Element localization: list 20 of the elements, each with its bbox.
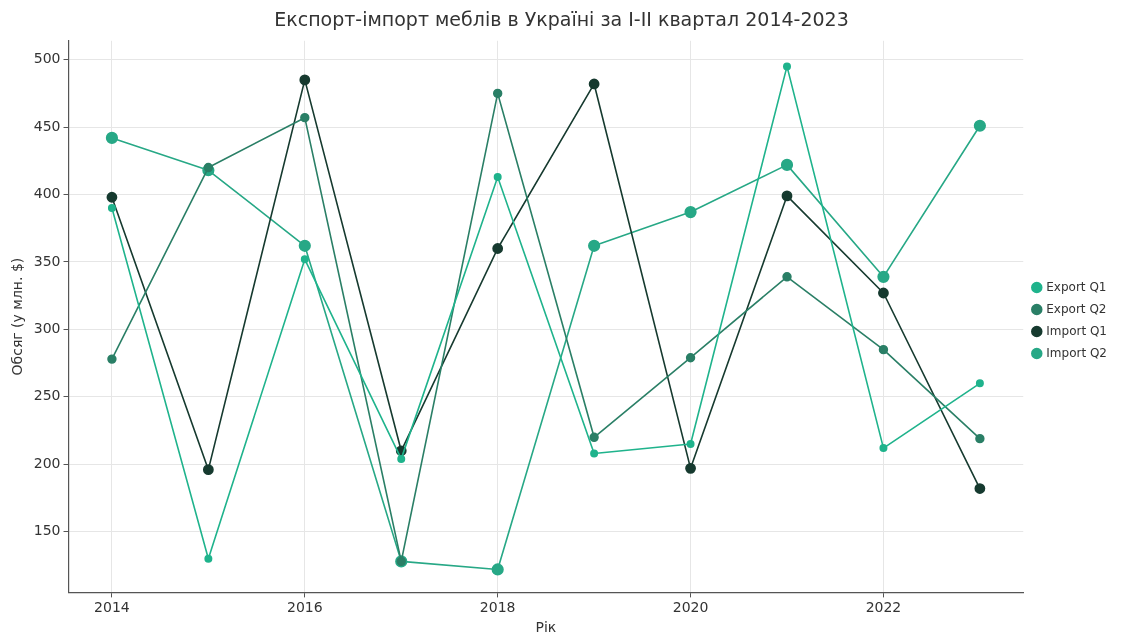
y-tick-label: 250 xyxy=(33,387,61,404)
y-axis-title: Обсяг (у млн. $) xyxy=(9,257,26,376)
y-tick-label: 500 xyxy=(33,50,61,67)
x-tick-label: 2016 xyxy=(286,599,323,616)
y-tick-label: 300 xyxy=(33,320,61,337)
x-axis-title: Рік xyxy=(535,619,557,636)
y-tick-label: 350 xyxy=(33,252,61,269)
x-tick-label: 2020 xyxy=(672,599,709,616)
legend-label: Import Q2 xyxy=(1046,345,1108,360)
y-tick-label: 450 xyxy=(33,117,61,134)
chart-title: Експорт-імпорт меблів в Україні за I-II квартал 2014-2023 xyxy=(274,8,849,31)
legend-label: Import Q1 xyxy=(1046,323,1108,338)
x-tick-label: 2022 xyxy=(865,599,902,616)
x-tick-label: 2018 xyxy=(479,599,516,616)
y-tick-label: 200 xyxy=(33,454,61,471)
y-tick-label: 150 xyxy=(33,522,61,539)
legend-label: Export Q1 xyxy=(1046,279,1107,294)
y-tick-label: 400 xyxy=(33,185,61,202)
x-tick-label: 2014 xyxy=(94,599,130,616)
legend-label: Export Q2 xyxy=(1046,301,1107,316)
